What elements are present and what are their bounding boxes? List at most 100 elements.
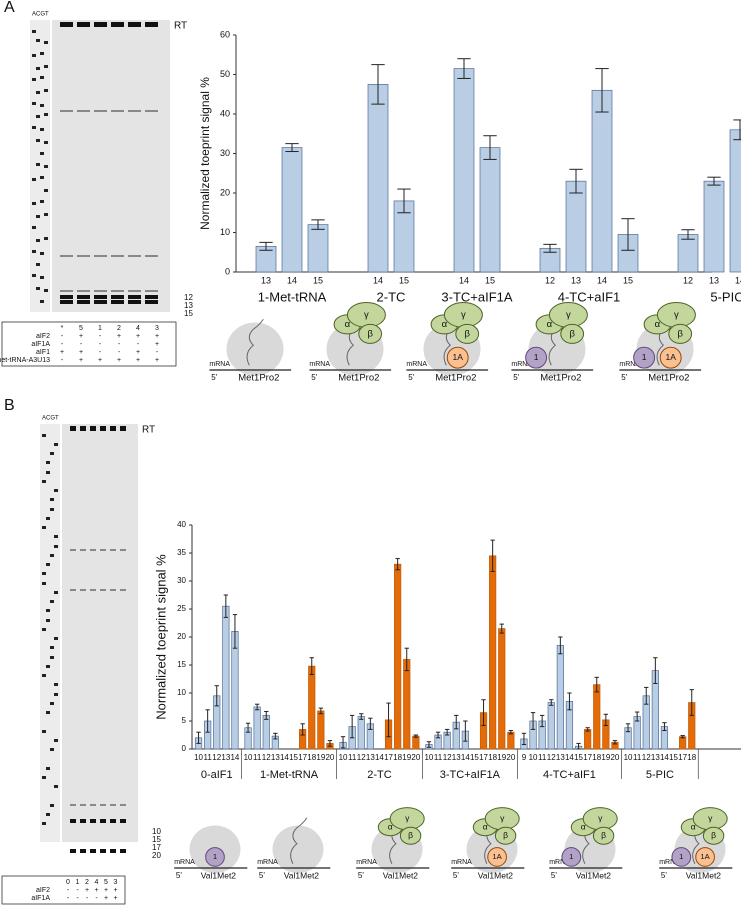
error-bar: [644, 686, 649, 705]
seq-band: [40, 152, 44, 155]
bar: [231, 631, 239, 750]
lane-number: 3: [155, 325, 159, 332]
error-bar: [254, 703, 260, 711]
bar: [453, 68, 475, 273]
seq-band: [54, 545, 58, 548]
group-label: 1-Met-tRNA: [260, 769, 319, 781]
seq-band: [54, 591, 58, 594]
mrna-label: mRNA: [174, 859, 195, 866]
bar: [556, 645, 564, 750]
band: [90, 549, 96, 551]
five-prime: 5': [311, 373, 317, 382]
y-tick-label: 10: [220, 227, 230, 237]
x-tick-label: 17: [298, 753, 307, 762]
seq-band: [42, 582, 46, 585]
rt-band: [90, 426, 96, 431]
group-label: 0-aIF1: [201, 769, 233, 781]
trna: [290, 817, 308, 864]
error-bar: [569, 168, 583, 194]
cell: +: [60, 349, 64, 356]
band: [110, 804, 116, 806]
seq-band: [54, 785, 58, 788]
band: [100, 549, 106, 551]
y-tick-label: 35: [177, 548, 186, 557]
seq-band: [46, 563, 50, 566]
band: [90, 589, 96, 591]
seq-band: [46, 517, 50, 520]
seq-band: [54, 637, 58, 640]
cell: -: [95, 895, 98, 902]
rt-band: [110, 426, 116, 431]
five-prime: 5': [176, 871, 182, 880]
band: [111, 290, 124, 292]
factor-alpha-label: α: [655, 319, 661, 330]
bar: [412, 735, 420, 750]
cell: +: [117, 357, 121, 364]
rt-band: [111, 22, 124, 27]
seq-band: [54, 683, 58, 686]
error-bar: [530, 712, 536, 730]
factor-beta: [358, 323, 383, 344]
band: [60, 255, 73, 257]
rt-band: [128, 22, 141, 27]
bar: [394, 563, 402, 750]
aif1: [525, 346, 548, 369]
x-tick-label: 13: [261, 275, 271, 285]
bar: [547, 702, 555, 750]
factor-gamma-label: γ: [405, 813, 410, 823]
x-tick-label: 13: [271, 753, 280, 762]
seq-band: [32, 102, 36, 105]
factor-gamma-label: γ: [598, 813, 603, 823]
error-bar: [386, 702, 391, 738]
row-name: aIF1: [36, 349, 50, 356]
x-tick-label: 15: [574, 753, 583, 762]
error-bar: [463, 720, 468, 742]
mrna-name: Met1Pro2: [540, 373, 581, 384]
x-tick-label: 13: [221, 753, 230, 762]
band: [128, 255, 141, 257]
bar: [357, 716, 365, 750]
mrna-label: mRNA: [549, 859, 570, 866]
bar: [507, 731, 515, 750]
error-bar: [603, 713, 609, 726]
cell: -: [76, 887, 79, 894]
cell: -: [76, 895, 79, 902]
aif1-label: 1: [213, 852, 217, 861]
cell: -: [61, 333, 64, 340]
seq-band: [54, 489, 58, 492]
band: [100, 589, 106, 591]
band: [94, 255, 107, 257]
rt-label: RT: [174, 21, 187, 32]
error-bar: [327, 740, 333, 747]
seq-band: [36, 239, 40, 242]
seq-band: [36, 91, 40, 94]
bar: [367, 84, 389, 273]
cell: -: [67, 895, 70, 902]
error-bar: [259, 241, 273, 251]
x-tick-label: 12: [642, 753, 651, 762]
seq-band: [42, 730, 46, 733]
x-tick-label: 20: [411, 753, 420, 762]
y-tick-label: 5: [182, 716, 187, 725]
rt-band: [80, 426, 86, 431]
bar: [703, 180, 725, 273]
y-tick-label: 20: [220, 187, 230, 197]
x-tick-label: 14: [565, 753, 574, 762]
panel-label: A: [4, 0, 15, 16]
error-bar: [595, 68, 609, 113]
position-label: 13: [184, 301, 193, 310]
factor-beta: [494, 826, 517, 845]
x-tick-label: 12: [683, 275, 693, 285]
cell: +: [104, 887, 108, 894]
bar: [281, 147, 303, 273]
error-bar: [539, 714, 545, 728]
seq-band: [36, 287, 40, 290]
seq-band: [46, 665, 50, 668]
error-bar: [397, 188, 411, 214]
cell: -: [86, 895, 89, 902]
band: [110, 549, 116, 551]
aif1-label: 1: [569, 852, 573, 861]
cell: -: [137, 341, 140, 348]
x-tick-label: 14: [287, 275, 297, 285]
seq-band: [44, 213, 48, 216]
